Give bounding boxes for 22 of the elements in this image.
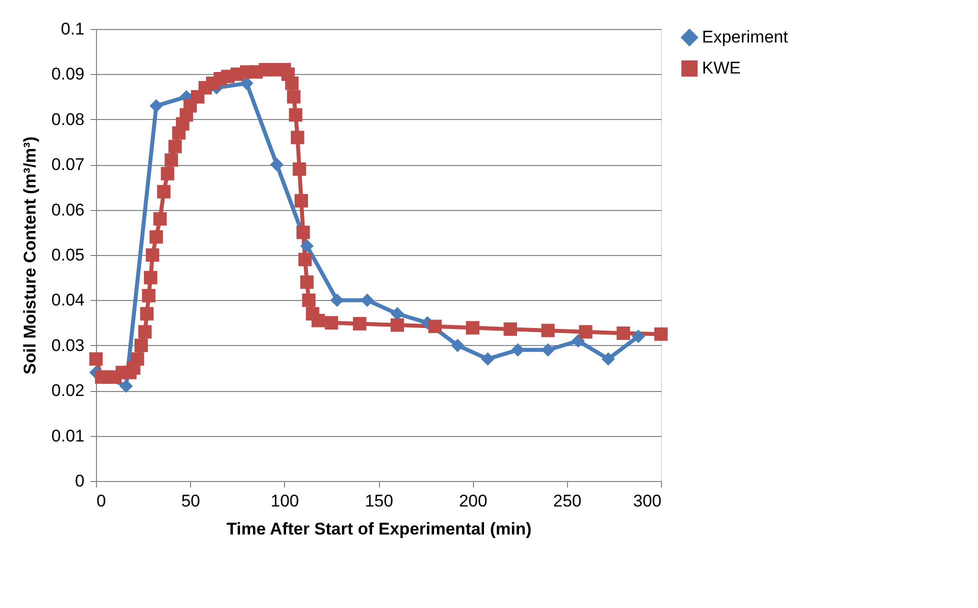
- x-tick-label: 150: [364, 492, 394, 510]
- y-tick-label: 0.08: [51, 110, 84, 129]
- y-tick-label: 0.03: [51, 336, 84, 355]
- legend-label: KWE: [702, 58, 741, 78]
- y-tick-label: 0.1: [60, 20, 84, 38]
- y-tick-label: 0: [75, 472, 84, 490]
- x-tick-label: 250: [553, 492, 582, 510]
- x-tick-label: 0: [96, 492, 106, 510]
- legend-label: Experiment: [702, 28, 788, 46]
- y-tick-label: 0.07: [51, 155, 84, 174]
- y-tick-label: 0.09: [51, 64, 84, 84]
- y-tick-label: 0.04: [51, 290, 84, 310]
- y-tick-label: 0.01: [51, 426, 84, 446]
- y-axis-title: Soil Moisture Content (m³/m³): [20, 136, 40, 374]
- x-tick-label: 100: [270, 492, 300, 510]
- x-axis-title: Time After Start of Experimental (min): [226, 520, 532, 538]
- y-tick-label: 0.06: [51, 200, 84, 220]
- x-tick-label: 200: [458, 492, 488, 510]
- x-tick-label: 50: [181, 492, 200, 510]
- y-tick-label: 0.02: [51, 381, 84, 400]
- x-tick-label: 300: [633, 492, 662, 510]
- y-tick-label: 0.05: [51, 246, 84, 264]
